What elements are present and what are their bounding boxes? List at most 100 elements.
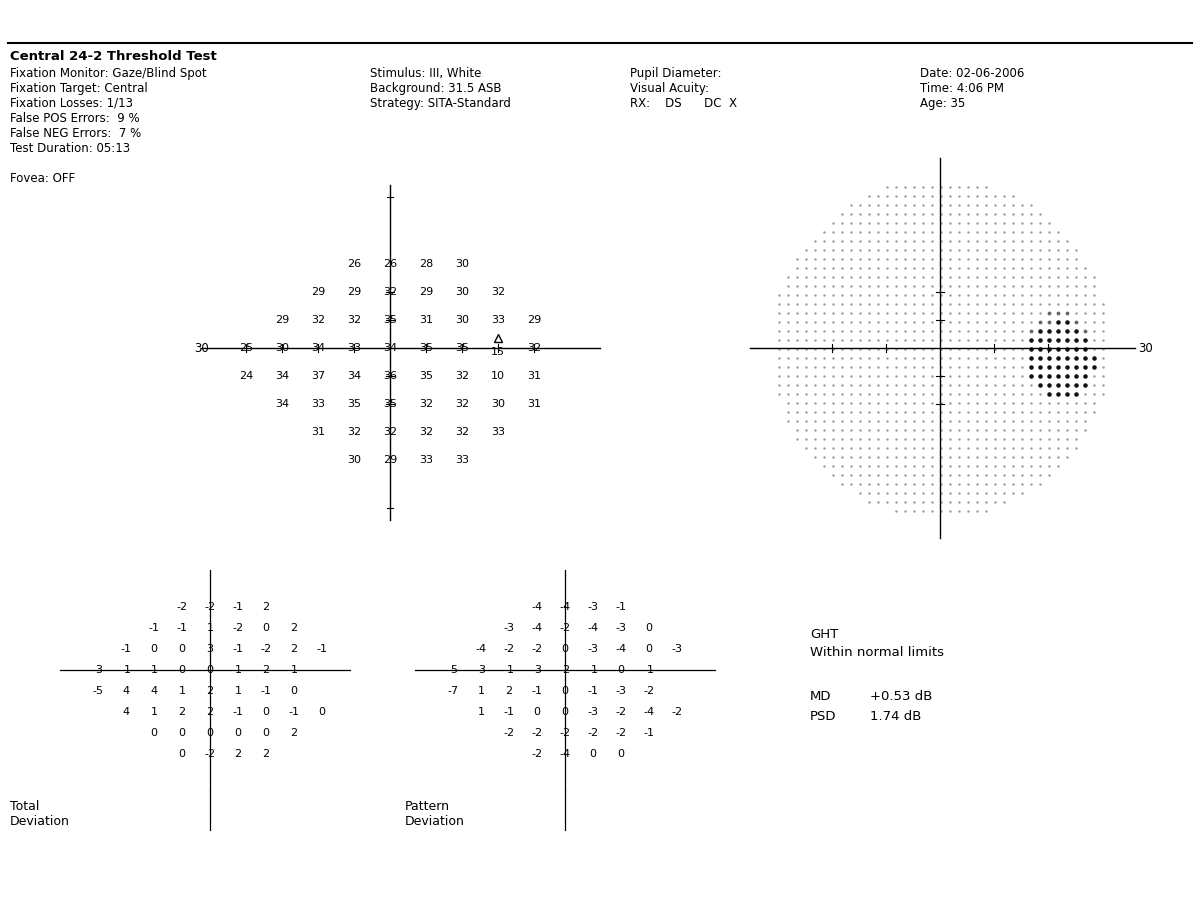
Text: -3: -3 — [588, 707, 599, 717]
Text: 32: 32 — [455, 427, 469, 437]
Text: -4: -4 — [616, 644, 626, 654]
Text: 35: 35 — [383, 315, 397, 325]
Text: -2: -2 — [504, 644, 515, 654]
Text: -2: -2 — [233, 623, 244, 633]
Text: 31: 31 — [311, 427, 325, 437]
Text: -2: -2 — [176, 602, 187, 612]
Text: 1: 1 — [206, 623, 214, 633]
Text: -1: -1 — [120, 644, 132, 654]
Text: 32: 32 — [491, 287, 505, 297]
Text: 0: 0 — [589, 749, 596, 759]
Text: GHT: GHT — [810, 628, 839, 641]
Text: -1: -1 — [120, 665, 132, 675]
Text: -3: -3 — [92, 665, 103, 675]
Text: -1: -1 — [233, 602, 244, 612]
Text: Pupil Diameter:: Pupil Diameter: — [630, 67, 721, 80]
Text: 37: 37 — [311, 371, 325, 381]
Text: -2: -2 — [588, 728, 599, 738]
Text: RX:    DS      DC  X: RX: DS DC X — [630, 97, 737, 110]
Text: -1: -1 — [504, 665, 515, 675]
Text: 1: 1 — [234, 686, 241, 696]
Text: 0: 0 — [150, 644, 157, 654]
Text: 30: 30 — [347, 455, 361, 465]
Text: 0: 0 — [290, 686, 298, 696]
Text: -2: -2 — [616, 707, 626, 717]
Text: -2: -2 — [672, 707, 683, 717]
Text: -2: -2 — [260, 644, 271, 654]
Text: PSD: PSD — [810, 710, 836, 723]
Text: 35: 35 — [419, 343, 433, 353]
Text: 0: 0 — [150, 728, 157, 738]
Text: MD: MD — [810, 690, 832, 703]
Text: -2: -2 — [504, 728, 515, 738]
Text: 32: 32 — [419, 399, 433, 409]
Text: 35: 35 — [383, 399, 397, 409]
Text: 30: 30 — [455, 287, 469, 297]
Text: 0: 0 — [318, 707, 325, 717]
Text: 4: 4 — [122, 707, 130, 717]
Text: 34: 34 — [275, 371, 289, 381]
Text: -4: -4 — [588, 623, 599, 633]
Text: -3: -3 — [504, 623, 515, 633]
Text: 26: 26 — [347, 259, 361, 269]
Text: +0.53 dB: +0.53 dB — [870, 690, 932, 703]
Text: Within normal limits: Within normal limits — [810, 646, 944, 659]
Text: 31: 31 — [527, 371, 541, 381]
Text: 34: 34 — [311, 343, 325, 353]
Text: 3: 3 — [206, 644, 214, 654]
Text: Visual Acuity:: Visual Acuity: — [630, 82, 709, 95]
Text: 32: 32 — [347, 315, 361, 325]
Text: 0: 0 — [562, 686, 569, 696]
Text: -1: -1 — [532, 686, 542, 696]
Text: -3: -3 — [532, 665, 542, 675]
Text: -3: -3 — [672, 644, 683, 654]
Text: 2: 2 — [234, 749, 241, 759]
Text: 33: 33 — [455, 455, 469, 465]
Text: 2: 2 — [290, 623, 298, 633]
Text: 2: 2 — [206, 707, 214, 717]
Text: 30: 30 — [455, 315, 469, 325]
Text: 1: 1 — [150, 707, 157, 717]
Text: 2: 2 — [290, 644, 298, 654]
Text: 2: 2 — [505, 686, 512, 696]
Text: 32: 32 — [419, 427, 433, 437]
Text: Deviation: Deviation — [406, 815, 464, 828]
Text: 0: 0 — [263, 728, 270, 738]
Text: 30: 30 — [491, 399, 505, 409]
Text: 34: 34 — [275, 399, 289, 409]
Text: 2: 2 — [263, 602, 270, 612]
Text: 34: 34 — [383, 343, 397, 353]
Text: 0: 0 — [646, 644, 653, 654]
Text: -4: -4 — [559, 602, 570, 612]
Text: 0: 0 — [234, 728, 241, 738]
Text: 1: 1 — [179, 686, 186, 696]
Text: -3: -3 — [616, 686, 626, 696]
Text: 33: 33 — [347, 343, 361, 353]
Text: Fixation Monitor: Gaze/Blind Spot: Fixation Monitor: Gaze/Blind Spot — [10, 67, 206, 80]
Text: 29: 29 — [527, 315, 541, 325]
Text: -1: -1 — [643, 728, 654, 738]
Text: -2: -2 — [643, 686, 654, 696]
Text: 33: 33 — [491, 315, 505, 325]
Text: Pattern: Pattern — [406, 800, 450, 813]
Text: -5: -5 — [92, 686, 103, 696]
Text: 4: 4 — [150, 686, 157, 696]
Text: -1: -1 — [317, 644, 328, 654]
Text: -4: -4 — [559, 749, 570, 759]
Text: -1: -1 — [260, 686, 271, 696]
Text: 33: 33 — [311, 399, 325, 409]
Text: 0: 0 — [562, 707, 569, 717]
Text: 0: 0 — [179, 665, 186, 675]
Text: 1.74 dB: 1.74 dB — [870, 710, 922, 723]
Text: 24: 24 — [239, 371, 253, 381]
Text: -4: -4 — [532, 623, 542, 633]
Text: Time: 4:06 PM: Time: 4:06 PM — [920, 82, 1004, 95]
Text: 2: 2 — [206, 686, 214, 696]
Text: 0: 0 — [263, 623, 270, 633]
Text: 34: 34 — [347, 371, 361, 381]
Text: 32: 32 — [347, 427, 361, 437]
Text: -3: -3 — [616, 623, 626, 633]
Text: -1: -1 — [149, 623, 160, 633]
Text: 0: 0 — [179, 644, 186, 654]
Text: 2: 2 — [263, 665, 270, 675]
